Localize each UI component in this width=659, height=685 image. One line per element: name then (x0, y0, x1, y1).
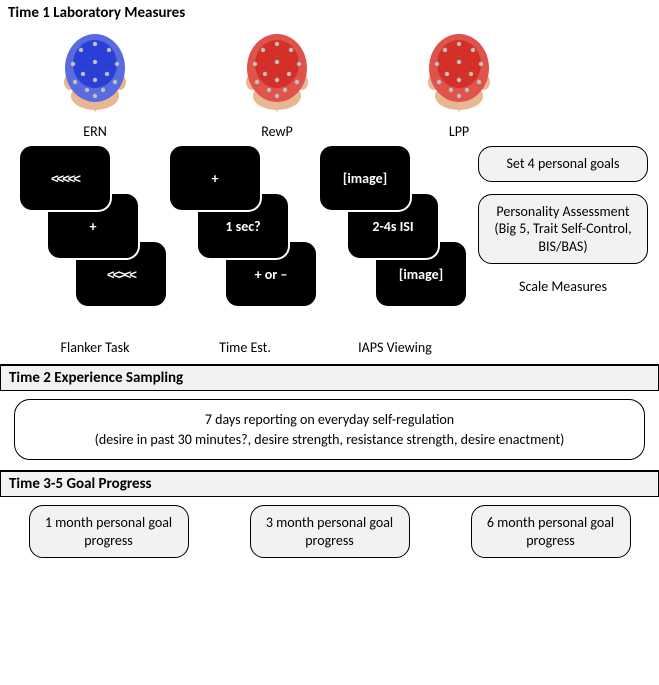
task-flanker: <<<<< + <<><< Flanker Task (20, 146, 170, 336)
eeg-head-icon (237, 26, 317, 116)
personality-box: Personality Assessment (Big 5, Trait Sel… (478, 194, 648, 265)
head-label: LPP (404, 123, 514, 140)
goal-6month: 6 month personal goal progress (471, 505, 631, 558)
time35-header: Time 3-5 Goal Progress (0, 471, 659, 497)
eeg-head-icon (55, 26, 135, 116)
stimulus-card: + (170, 146, 260, 210)
experience-sampling-box: 7 days reporting on everyday self-regula… (14, 399, 645, 460)
es-line2: (desire in past 30 minutes?, desire stre… (29, 430, 630, 450)
task-iaps: [image] 2-4s ISI [image] IAPS Viewing (320, 146, 470, 336)
task-caption: Flanker Task (20, 339, 170, 356)
goal-progress-row: 1 month personal goal progress 3 month p… (0, 497, 659, 568)
eeg-heads-row: ERN RewP (0, 24, 659, 140)
task-time-est: + 1 sec? + or – Time Est. (170, 146, 320, 336)
head-ern: ERN (40, 26, 150, 140)
scale-measures: Set 4 personal goals Personality Assessm… (478, 146, 648, 295)
eeg-head-icon (419, 26, 499, 116)
task-caption: IAPS Viewing (320, 339, 470, 356)
tasks-row: <<<<< + <<><< Flanker Task + 1 sec? + or… (0, 140, 659, 336)
goal-1month: 1 month personal goal progress (29, 505, 189, 558)
head-label: ERN (40, 123, 150, 140)
stimulus-card: [image] (320, 146, 410, 210)
task-caption: Time Est. (170, 339, 320, 356)
head-rewp: RewP (222, 26, 332, 140)
head-label: RewP (222, 123, 332, 140)
goals-box: Set 4 personal goals (478, 146, 648, 182)
stimulus-card: <<<<< (20, 146, 110, 210)
time2-header: Time 2 Experience Sampling (0, 365, 659, 391)
head-lpp: LPP (404, 26, 514, 140)
time1-header: Time 1 Laboratory Measures (0, 0, 659, 24)
goal-3month: 3 month personal goal progress (250, 505, 410, 558)
scale-caption: Scale Measures (478, 278, 648, 295)
es-line1: 7 days reporting on everyday self-regula… (29, 410, 630, 430)
